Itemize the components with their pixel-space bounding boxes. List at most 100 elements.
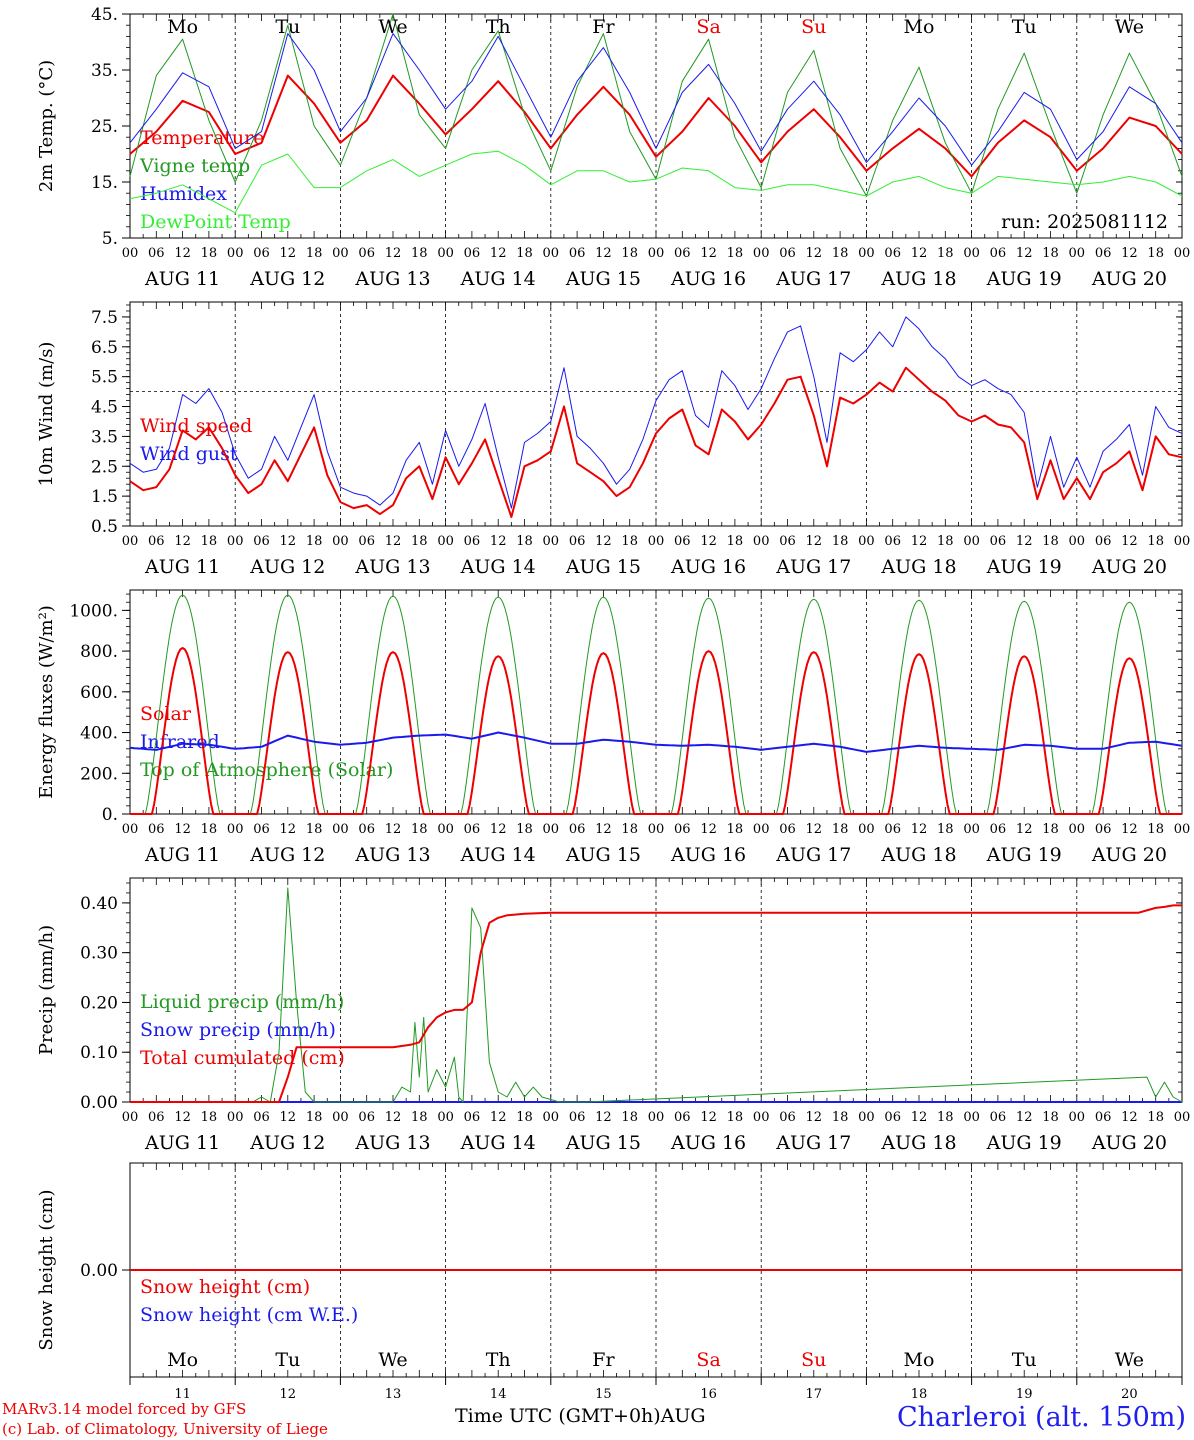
hour-tick-label: 06	[674, 534, 691, 549]
hour-tick-label: 12	[911, 1110, 928, 1125]
day-name-label: Fr	[592, 16, 615, 38]
hour-tick-label: 12	[385, 1110, 402, 1125]
y-tick-label: 3.5	[91, 427, 118, 447]
hour-tick-label: 06	[990, 1110, 1007, 1125]
date-label: AUG 19	[986, 556, 1062, 578]
day-number-label: 14	[490, 1387, 507, 1402]
hour-tick-label: 00	[1174, 822, 1191, 837]
day-name-label: Su	[801, 16, 826, 38]
hour-tick-label: 06	[253, 822, 270, 837]
hour-tick-label: 12	[1016, 822, 1033, 837]
hour-tick-label: 06	[884, 534, 901, 549]
y-tick-label: 0.40	[80, 894, 118, 914]
hour-tick-label: 18	[832, 1110, 849, 1125]
cumulated-precip-line	[130, 904, 1182, 1103]
day-number-label: 19	[1016, 1387, 1033, 1402]
lab-credit: (c) Lab. of Climatology, University of L…	[2, 1420, 328, 1438]
hour-tick-label: 06	[569, 822, 586, 837]
hour-tick-label: 18	[411, 534, 428, 549]
legend-entry: Total cumulated (cm)	[140, 1047, 345, 1069]
y-tick-label: 0.30	[80, 944, 118, 964]
series-line	[129, 316, 1183, 509]
legend-entry: Humidex	[140, 183, 227, 205]
hour-tick-label: 12	[595, 822, 612, 837]
date-label: AUG 13	[354, 1132, 430, 1154]
hour-tick-label: 18	[621, 534, 638, 549]
hour-tick-label: 06	[779, 1110, 796, 1125]
hour-tick-label: 18	[727, 534, 744, 549]
station-title: Charleroi (alt. 150m)	[897, 1402, 1186, 1433]
day-number-label: 16	[700, 1387, 717, 1402]
date-label: AUG 18	[880, 268, 956, 290]
hour-tick-label: 12	[595, 1110, 612, 1125]
y-tick-label: 1.5	[91, 487, 118, 507]
hour-tick-label: 00	[437, 1110, 454, 1125]
hour-tick-label: 06	[358, 534, 375, 549]
hour-tick-label: 18	[1042, 822, 1059, 837]
hour-tick-label: 12	[700, 246, 717, 261]
hour-tick-label: 18	[937, 534, 954, 549]
hour-tick-label: 00	[332, 822, 349, 837]
y-axis-title: Energy fluxes (W/m²)	[36, 605, 57, 799]
date-label: AUG 11	[144, 844, 220, 866]
hour-tick-label: 00	[543, 534, 560, 549]
hour-tick-label: 00	[437, 822, 454, 837]
hour-tick-label: 00	[122, 822, 139, 837]
hour-tick-label: 00	[753, 1110, 770, 1125]
hour-tick-label: 18	[411, 246, 428, 261]
hour-tick-label: 00	[1069, 534, 1086, 549]
hour-tick-label: 00	[648, 822, 665, 837]
hour-tick-label: 18	[1147, 1110, 1164, 1125]
model-credit: MARv3.14 model forced by GFS	[2, 1400, 247, 1418]
day-name-label: We	[1115, 1349, 1144, 1371]
y-axis-title: Snow height (cm)	[36, 1189, 57, 1350]
hour-tick-label: 06	[569, 1110, 586, 1125]
y-tick-label: 200.	[80, 764, 118, 784]
hour-tick-label: 18	[832, 822, 849, 837]
hour-tick-label: 00	[122, 534, 139, 549]
date-label: AUG 17	[775, 1132, 851, 1154]
hour-tick-label: 18	[306, 534, 323, 549]
hour-tick-label: 18	[832, 534, 849, 549]
day-name-label: Tu	[275, 1349, 300, 1371]
hour-tick-label: 06	[253, 1110, 270, 1125]
y-tick-label: 4.5	[91, 398, 118, 418]
hour-tick-label: 06	[990, 534, 1007, 549]
day-name-label: Tu	[1012, 1349, 1037, 1371]
hour-tick-label: 00	[543, 1110, 560, 1125]
day-name-label: We	[1115, 16, 1144, 38]
date-label: AUG 20	[1091, 844, 1167, 866]
hour-tick-label: 06	[464, 1110, 481, 1125]
hour-tick-label: 06	[674, 822, 691, 837]
hour-tick-label: 12	[280, 246, 297, 261]
hour-tick-label: 18	[621, 822, 638, 837]
hour-tick-label: 12	[911, 822, 928, 837]
y-tick-label: 0.00	[80, 1261, 118, 1281]
hour-tick-label: 12	[174, 246, 191, 261]
hour-tick-label: 12	[490, 1110, 507, 1125]
day-name-label: Mo	[904, 16, 935, 38]
hour-tick-label: 00	[858, 1110, 875, 1125]
hour-tick-label: 06	[884, 1110, 901, 1125]
date-label: AUG 18	[880, 556, 956, 578]
date-label: AUG 17	[775, 268, 851, 290]
run-label: run: 2025081112	[1001, 211, 1168, 233]
panel-4: 0.40 0.30 0.20 0.10 0.00 Precip (mm/h) 00 06 12 1…	[36, 877, 1190, 1154]
hour-tick-label: 00	[543, 246, 560, 261]
hour-tick-label: 12	[385, 246, 402, 261]
hour-tick-label: 12	[700, 534, 717, 549]
hour-tick-label: 18	[411, 1110, 428, 1125]
date-label: AUG 16	[670, 556, 746, 578]
hour-tick-label: 12	[1121, 246, 1138, 261]
hour-tick-label: 12	[595, 534, 612, 549]
legend-entry: Vigne temp	[139, 155, 250, 177]
hour-tick-label: 12	[1016, 246, 1033, 261]
hour-tick-label: 12	[280, 1110, 297, 1125]
day-name-label: We	[378, 16, 407, 38]
hour-tick-label: 12	[806, 246, 823, 261]
y-tick-label: 1000.	[69, 601, 118, 621]
hour-tick-label: 12	[280, 534, 297, 549]
time-axis-label: Time UTC (GMT+0h)AUG	[455, 1405, 706, 1427]
hour-tick-label: 12	[490, 822, 507, 837]
